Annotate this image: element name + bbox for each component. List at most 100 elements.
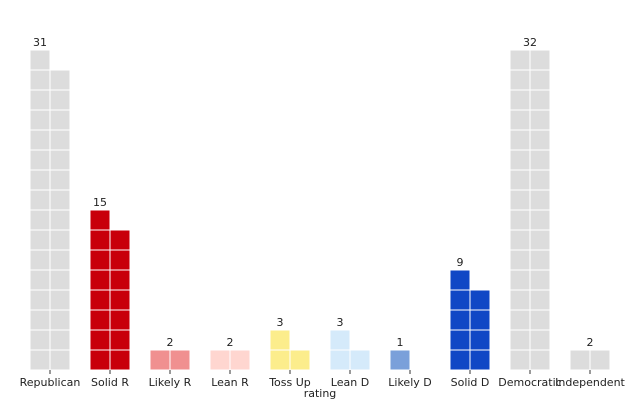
data-label-democratic: 32 [523,36,537,49]
bar-solid-d [449,269,491,371]
bar-square [529,129,551,151]
bar-square [89,349,111,371]
bar-square [29,49,51,71]
data-label-likely-r: 2 [167,336,174,349]
bar-square [29,349,51,371]
bar-square [329,349,351,371]
bar-square [529,49,551,71]
bar-square [89,249,111,271]
bar-square [509,189,531,211]
bar-square [29,209,51,231]
bar-square [109,229,131,251]
bar-square [29,129,51,151]
bar-square [509,89,531,111]
data-label-lean-d: 3 [337,316,344,329]
bar-square [49,249,71,271]
bar-square [169,349,191,371]
bar-solid-r [89,209,131,371]
bar-likely-d [389,349,411,371]
data-label-toss-up: 3 [277,316,284,329]
bar-square [529,69,551,91]
bar-lean-d [329,329,371,371]
bar-square [509,149,531,171]
bar-square [529,229,551,251]
x-tick-label-democratic: Democratic [498,376,561,389]
bar-lean-r [209,349,251,371]
bar-square [29,289,51,311]
bar-square [529,249,551,271]
bar-square [509,249,531,271]
bar-square [509,109,531,131]
bar-square [29,69,51,91]
bar-square [449,329,471,351]
bar-square [109,249,131,271]
bar-democratic [509,49,551,371]
bar-independent [569,349,611,371]
x-axis-ticks [49,370,591,374]
bar-square [89,209,111,231]
bar-square [29,89,51,111]
bar-square [29,229,51,251]
bars-layer [29,49,611,371]
bar-square [389,349,411,371]
x-tick-label-solid-d: Solid D [451,376,490,389]
bar-square [529,309,551,331]
bar-square [109,329,131,351]
bar-square [49,189,71,211]
data-label-solid-r: 15 [93,196,107,209]
bar-square [509,329,531,351]
bar-square [269,349,291,371]
data-label-solid-d: 9 [457,256,464,269]
data-label-republican: 31 [33,36,47,49]
bar-square [49,269,71,291]
bar-square [449,309,471,331]
bar-square [89,269,111,291]
bar-square [49,89,71,111]
x-tick-label-lean-r: Lean R [211,376,249,389]
x-tick-label-independent: Independent [555,376,625,389]
bar-square [49,209,71,231]
bar-square [89,309,111,331]
bar-republican [29,49,71,371]
bar-square [89,229,111,251]
bar-square [149,349,171,371]
bar-square [209,349,231,371]
bar-square [49,169,71,191]
bar-square [229,349,251,371]
bar-square [529,349,551,371]
bar-square [509,169,531,191]
bar-square [49,289,71,311]
x-tick-label-likely-r: Likely R [149,376,192,389]
bar-square [49,309,71,331]
x-tick-label-republican: Republican [20,376,81,389]
bar-square [29,329,51,351]
bar-square [29,309,51,331]
bar-square [289,349,311,371]
x-tick-label-lean-d: Lean D [331,376,369,389]
bar-square [29,189,51,211]
bar-toss-up [269,329,311,371]
bar-square [89,289,111,311]
bar-square [49,229,71,251]
bar-square [509,209,531,231]
bar-square [509,69,531,91]
bar-square [569,349,591,371]
bar-square [29,269,51,291]
bar-square [509,269,531,291]
bar-square [509,289,531,311]
bar-square [469,349,491,371]
bar-square [109,269,131,291]
bar-square [529,189,551,211]
bar-square [509,49,531,71]
data-label-independent: 2 [587,336,594,349]
bar-likely-r [149,349,191,371]
bar-square [469,289,491,311]
x-tick-label-solid-r: Solid R [91,376,129,389]
bar-square [509,129,531,151]
bar-square [509,309,531,331]
bar-square [589,349,611,371]
x-axis-title: rating [304,387,337,400]
bar-square [49,129,71,151]
bar-square [329,329,351,351]
